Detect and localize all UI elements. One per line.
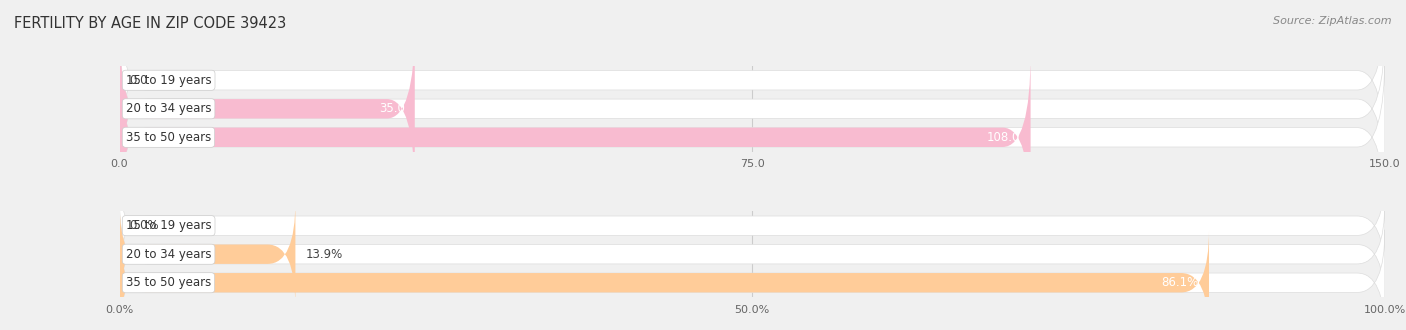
FancyBboxPatch shape [120,53,1031,222]
FancyBboxPatch shape [120,201,1385,307]
FancyBboxPatch shape [120,173,1385,279]
FancyBboxPatch shape [120,24,1385,193]
Text: 86.1%: 86.1% [1161,276,1199,289]
Text: Source: ZipAtlas.com: Source: ZipAtlas.com [1274,16,1392,26]
FancyBboxPatch shape [120,0,1385,165]
Text: 20 to 34 years: 20 to 34 years [127,102,211,115]
Text: 13.9%: 13.9% [305,248,343,261]
Text: 35 to 50 years: 35 to 50 years [127,131,211,144]
FancyBboxPatch shape [120,53,1385,222]
Text: 0.0: 0.0 [129,74,148,87]
Text: 108.0: 108.0 [987,131,1021,144]
FancyBboxPatch shape [120,201,295,307]
Text: 15 to 19 years: 15 to 19 years [127,74,211,87]
Text: 15 to 19 years: 15 to 19 years [127,219,211,232]
Text: 35 to 50 years: 35 to 50 years [127,276,211,289]
FancyBboxPatch shape [120,230,1385,330]
FancyBboxPatch shape [120,24,415,193]
Text: 20 to 34 years: 20 to 34 years [127,248,211,261]
Text: 0.0%: 0.0% [129,219,159,232]
FancyBboxPatch shape [120,230,1209,330]
Text: FERTILITY BY AGE IN ZIP CODE 39423: FERTILITY BY AGE IN ZIP CODE 39423 [14,16,287,31]
Text: 35.0: 35.0 [378,102,405,115]
